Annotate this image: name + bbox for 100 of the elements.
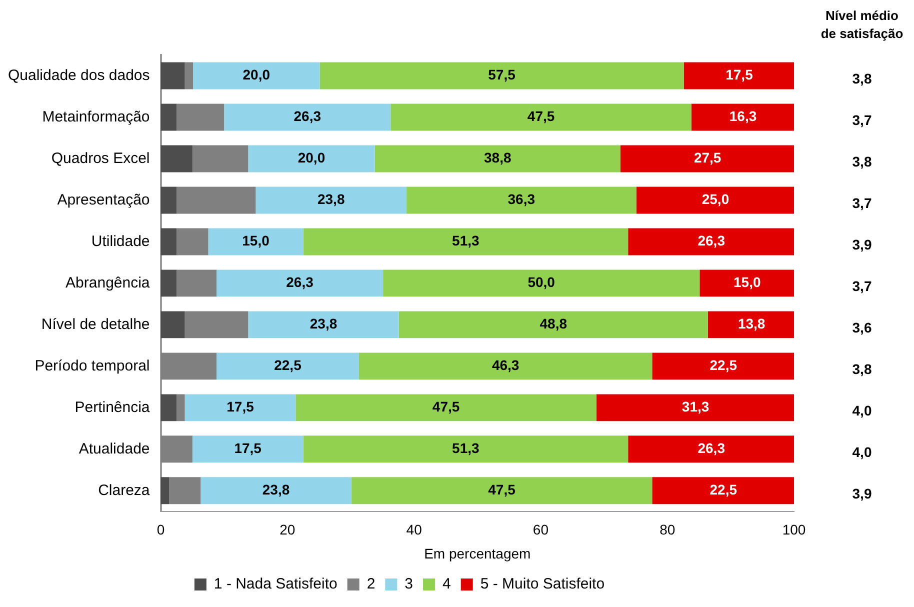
- bar: [160, 477, 170, 504]
- bar: [303, 228, 628, 256]
- data-label: 17,5: [726, 66, 754, 83]
- bar: [160, 270, 177, 297]
- bar: [351, 477, 652, 504]
- data-label: 51,3: [452, 440, 480, 456]
- bar: [160, 186, 177, 214]
- text: 3,9: [852, 486, 872, 502]
- data-label: 17,5: [226, 398, 254, 415]
- bar: [192, 436, 304, 463]
- y-tick-label: Utilidade: [91, 232, 150, 250]
- data-label: 26,3: [698, 440, 726, 456]
- legend-label: 1 - Nada Satisfeito: [214, 576, 338, 593]
- bar: [358, 352, 652, 380]
- data-label: 23,8: [317, 191, 345, 208]
- bar: [691, 104, 794, 131]
- bar: [216, 352, 359, 380]
- bar: [620, 145, 794, 172]
- x-tick-label: 60: [532, 522, 549, 538]
- bar: [700, 270, 794, 297]
- bar: [160, 228, 177, 256]
- data-label: 47,5: [488, 482, 516, 498]
- bar: [628, 228, 794, 256]
- bar: [596, 394, 794, 422]
- bar: [176, 104, 224, 131]
- bar: [708, 311, 794, 338]
- data-label: 17,5: [234, 440, 262, 456]
- x-tick-label: 20: [280, 522, 296, 538]
- data-label: 48,8: [540, 316, 568, 332]
- bar: [176, 228, 208, 256]
- bar: [216, 270, 384, 297]
- text: 3,7: [852, 195, 872, 212]
- legend-label: 2: [366, 576, 376, 593]
- bar: [176, 394, 185, 422]
- data-label: 36,3: [508, 191, 536, 208]
- bar: [160, 62, 185, 90]
- data-label: 25,0: [702, 191, 730, 208]
- bar: [256, 186, 406, 214]
- text: 3,8: [852, 70, 872, 87]
- bar: [248, 311, 399, 338]
- x-tick-label: 80: [660, 522, 676, 538]
- bar: [374, 145, 620, 172]
- data-label: 13,8: [738, 316, 766, 332]
- y-tick-label: Nível de detalhe: [41, 316, 150, 333]
- bar: [320, 62, 684, 90]
- text: 3,9: [852, 236, 872, 253]
- data-label: 23,8: [262, 482, 290, 498]
- data-label: 22,5: [710, 482, 738, 498]
- text: 4,0: [852, 444, 872, 460]
- y-tick-label: Quadros Excel: [51, 150, 150, 167]
- y-tick-label: Apresentação: [57, 191, 150, 208]
- data-label: 51,3: [452, 232, 480, 249]
- y-tick-label: Metainformação: [42, 108, 150, 126]
- bar: [160, 436, 192, 463]
- text: 3,8: [852, 154, 872, 170]
- text: 3,8: [852, 361, 872, 378]
- data-label: 20,0: [298, 150, 326, 166]
- bar: [652, 352, 794, 380]
- bar: [296, 394, 596, 422]
- bar: [248, 145, 375, 172]
- bar: [160, 145, 192, 172]
- bar: [208, 228, 304, 256]
- bar: [160, 311, 185, 338]
- bar: [200, 477, 352, 504]
- data-label: 20,0: [242, 66, 270, 83]
- data-label: 57,5: [488, 66, 516, 83]
- data-label: 15,0: [734, 274, 761, 290]
- data-label: 23,8: [310, 316, 338, 332]
- bar: [684, 62, 794, 90]
- bar: [192, 145, 248, 172]
- y-tick-label: Pertinência: [74, 398, 150, 416]
- bar: [383, 270, 700, 297]
- bar: [628, 436, 794, 463]
- data-label: 22,5: [710, 357, 738, 374]
- bar: [176, 186, 256, 214]
- x-axis-title: Em percentagem: [424, 545, 531, 562]
- x-tick-label: 100: [782, 522, 806, 538]
- bar: [184, 311, 248, 338]
- bar: [160, 104, 177, 131]
- x-tick-label: 0: [156, 522, 165, 538]
- data-label: 47,5: [432, 398, 460, 415]
- text: 3,7: [852, 112, 872, 128]
- text: 3,7: [852, 278, 872, 294]
- text: 3,6: [852, 320, 872, 336]
- y-tick-label: Clareza: [98, 482, 150, 499]
- bar: [398, 311, 708, 338]
- data-label: 46,3: [492, 357, 520, 374]
- y-tick-label: Abrangência: [66, 274, 150, 292]
- text: 4,0: [852, 402, 872, 419]
- data-label: 47,5: [527, 108, 555, 124]
- y-tick-label: Atualidade: [78, 440, 150, 458]
- data-label: 15,0: [242, 232, 270, 249]
- x-tick-label: 40: [406, 522, 422, 538]
- data-label: 31,3: [682, 398, 710, 415]
- bar: [303, 436, 628, 463]
- data-label: 26,3: [698, 232, 726, 249]
- legend-label: 3: [404, 576, 414, 593]
- legend-label: 4: [442, 576, 451, 593]
- data-label: 26,3: [286, 274, 314, 290]
- bar: [224, 104, 391, 131]
